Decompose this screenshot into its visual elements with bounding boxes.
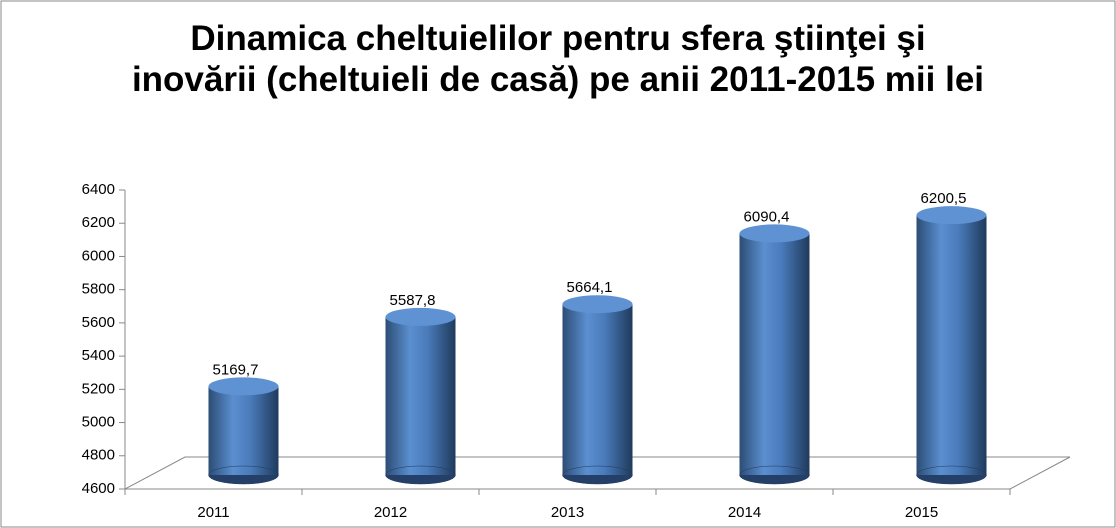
bar-top bbox=[916, 206, 987, 225]
bar-top bbox=[739, 224, 810, 243]
y-tick-label: 5800 bbox=[82, 281, 115, 298]
chart-title: Dinamica cheltuielilor pentru sfera ştii… bbox=[131, 19, 985, 99]
bar-bottom-front bbox=[385, 465, 456, 485]
value-label: 6090,4 bbox=[744, 208, 790, 225]
bar-bottom-front bbox=[739, 465, 810, 485]
bar bbox=[385, 316, 456, 475]
bar-top bbox=[208, 377, 279, 396]
value-label: 5587,8 bbox=[390, 292, 436, 309]
y-tick-label: 4800 bbox=[82, 447, 115, 464]
bar-top bbox=[385, 307, 456, 326]
x-tick-label: 2013 bbox=[551, 504, 584, 521]
bar-bottom-front bbox=[208, 465, 279, 485]
value-label: 5169,7 bbox=[213, 361, 259, 378]
floor bbox=[124, 456, 1071, 490]
y-tick-label: 5200 bbox=[82, 380, 115, 397]
y-tick-label: 6000 bbox=[82, 247, 115, 264]
x-tick-label: 2012 bbox=[374, 504, 407, 521]
value-label: 5664,1 bbox=[567, 279, 613, 296]
bar bbox=[562, 304, 633, 475]
y-tick-label: 6200 bbox=[82, 214, 115, 231]
y-tick-label: 5600 bbox=[82, 314, 115, 331]
bar-bottom-front bbox=[916, 465, 987, 485]
bar-bottom-front bbox=[562, 465, 633, 485]
bar bbox=[739, 233, 810, 475]
bar bbox=[208, 386, 279, 475]
y-tick-label: 6400 bbox=[82, 181, 115, 198]
y-tick-label: 4600 bbox=[82, 480, 115, 497]
y-tick-label: 5000 bbox=[82, 414, 115, 431]
x-tick-label: 2014 bbox=[728, 504, 761, 521]
value-label: 6200,5 bbox=[921, 190, 967, 207]
bar-top bbox=[562, 295, 633, 314]
bar bbox=[916, 215, 987, 475]
x-tick-label: 2011 bbox=[197, 504, 229, 521]
x-tick-label: 2015 bbox=[905, 504, 938, 521]
y-tick-label: 5400 bbox=[82, 347, 115, 364]
